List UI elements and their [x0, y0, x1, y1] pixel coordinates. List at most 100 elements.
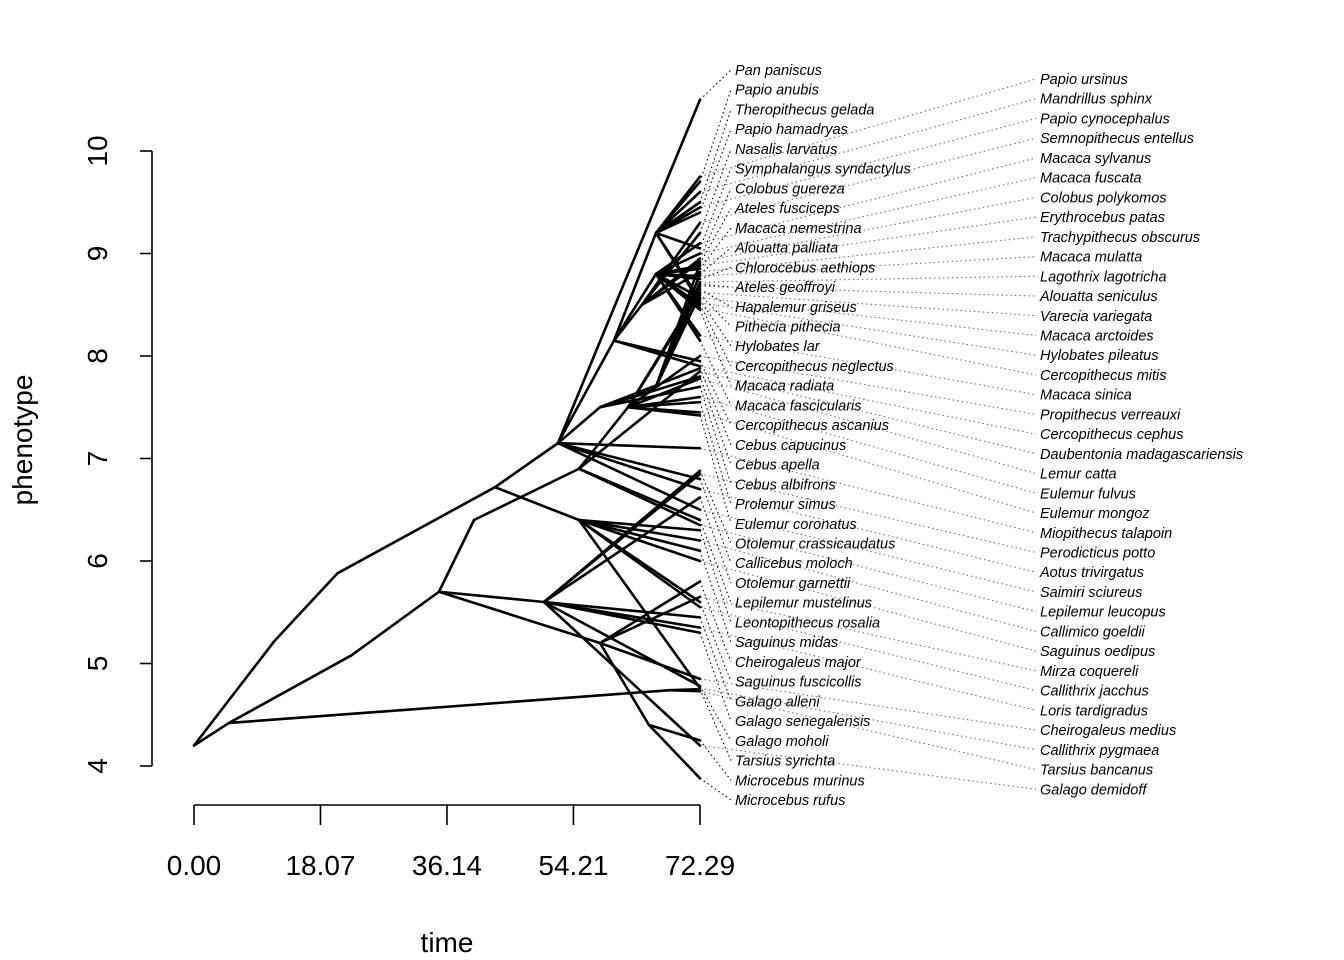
tip-label: Erythrocebus patas [1040, 210, 1165, 226]
tip-connector [699, 581, 732, 663]
tip-connector [699, 401, 732, 505]
branch-line [612, 231, 658, 342]
branch-line [598, 375, 702, 409]
tip-label: Macaca fascicularis [735, 398, 862, 414]
tip-label: Saguinus fuscicollis [735, 675, 862, 691]
branch-line [542, 600, 702, 619]
tip-label: Papio cynocephalus [1040, 111, 1170, 127]
y-tick-label: 10 [82, 135, 113, 166]
branch-line [654, 293, 702, 389]
tip-connector [699, 307, 1037, 376]
branches [192, 98, 702, 780]
branch-line [437, 590, 602, 645]
branch-line [654, 241, 702, 276]
tip-connector [699, 519, 732, 603]
tip-labels: Pan paniscus Papio ursinus Papio anubis Man… [734, 63, 1243, 809]
branch-line [542, 600, 702, 635]
tip-connector [699, 309, 732, 386]
tip-label: Galago moholi [735, 734, 829, 750]
tip-connector [699, 256, 1037, 277]
x-tick-label: 36.14 [412, 850, 482, 881]
branch-line [654, 272, 702, 281]
tip-connector [699, 340, 732, 406]
tip-connector [699, 299, 732, 347]
branch-line [654, 272, 702, 312]
tip-label: Galago demidoff [1040, 782, 1148, 798]
tip-connector [699, 415, 732, 524]
tip-label: Propithecus verreauxi [1040, 407, 1181, 423]
tip-label: Tarsius syrichta [735, 754, 835, 770]
tip-connector [699, 530, 732, 623]
tip-label: Callimico goeldii [1040, 624, 1146, 640]
tip-label: Pithecia pithecia [735, 319, 841, 335]
tip-label: Colobus guereza [735, 181, 845, 197]
tip-connector [699, 601, 732, 682]
branch-line [556, 441, 702, 450]
tip-label: Papio anubis [735, 83, 819, 99]
y-tick-label: 8 [82, 348, 113, 364]
tip-label: Macaca sinica [1040, 388, 1132, 404]
tip-label: Prolemur simus [735, 497, 836, 513]
branch-line [654, 272, 702, 342]
tip-label: Varecia variegata [1040, 309, 1152, 325]
tip-label: Cercopithecus mitis [1040, 368, 1167, 384]
tip-label: Alouatta palliata [734, 241, 838, 257]
branch-line [577, 467, 702, 527]
tip-label: Alouatta seniculus [1039, 289, 1158, 305]
y-tick-label: 7 [82, 451, 113, 467]
tip-label: Galago alleni [735, 694, 820, 710]
tip-label: Lemur catta [1040, 467, 1117, 483]
tip-connector [699, 334, 1037, 396]
tip-label: Lepilemur mustelinus [735, 596, 872, 612]
tip-connector [699, 128, 732, 213]
tip-label: Callithrix pygmaea [1040, 743, 1159, 759]
tip-label: Macaca sylvanus [1040, 151, 1151, 167]
tip-label: Callithrix jacchus [1040, 684, 1149, 700]
tip-label: Eulemur coronatus [735, 517, 857, 533]
tip-connector [699, 386, 732, 485]
tip-connector [699, 370, 1037, 455]
branch-line [598, 385, 702, 409]
branch-line [598, 641, 651, 727]
x-tick-label: 0.00 [167, 850, 222, 881]
tip-connector [699, 685, 732, 742]
branch-line [542, 472, 702, 604]
branch-line [227, 688, 672, 725]
branch-line [577, 518, 702, 542]
branch-line [227, 653, 353, 725]
tip-connector [699, 524, 1037, 613]
branch-line [577, 405, 630, 471]
tip-label: Hylobates lar [735, 339, 821, 355]
tip-connector [699, 168, 732, 249]
tip-label: Ateles geoffroyi [734, 280, 836, 296]
tip-connector [699, 148, 732, 234]
tip-connectors [699, 69, 1037, 801]
branch-line [577, 518, 702, 553]
tip-label: Daubentonia madagascariensis [1040, 447, 1243, 463]
tip-label: Eulemur fulvus [1040, 486, 1136, 502]
branch-line [626, 405, 702, 417]
tip-label: Papio ursinus [1040, 72, 1128, 88]
tip-label: Macaca mulatta [1040, 250, 1142, 266]
branch-line [612, 272, 658, 342]
branch-line [556, 441, 702, 512]
tip-label: Mirza coquereli [1040, 664, 1139, 680]
tip-label: Microcebus rufus [735, 793, 845, 809]
branch-line [626, 291, 702, 409]
branch-line [556, 405, 602, 445]
branch-line [577, 518, 702, 609]
y-tick-label: 4 [82, 758, 113, 774]
tip-label: Otolemur garnettii [735, 576, 851, 592]
tip-label: Cebus apella [735, 458, 820, 474]
branch-line [472, 467, 581, 522]
branch-line [556, 98, 702, 445]
tip-label: Colobus polykomos [1040, 190, 1167, 206]
y-tick-label: 6 [82, 553, 113, 569]
tip-label: Lepilemur leucopus [1040, 605, 1166, 621]
tip-connector [699, 294, 732, 327]
tip-connector [699, 688, 732, 761]
branch-line [647, 723, 702, 780]
tip-label: Trachypithecus obscurus [1040, 230, 1200, 246]
tip-connector [699, 109, 732, 203]
tip-label: Cercopithecus neglectus [735, 359, 894, 375]
